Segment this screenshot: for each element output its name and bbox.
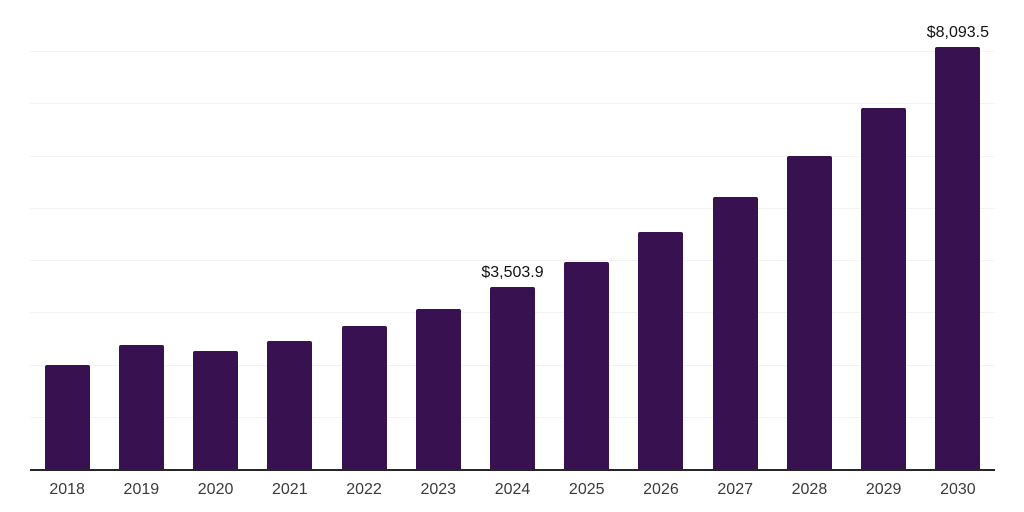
x-tick-label-2026: 2026 [643,481,679,498]
x-axis-tick-labels: 2018 2019 2020 2021 2022 2023 2024 2025 2026 2027… [30,480,995,512]
bar-2030 [935,47,981,470]
x-tick-label-2029: 2029 [865,481,902,498]
plot-area: $3,503.9 $8,093.5 2018 2019 2020 2021 2022 202… [30,0,995,498]
gridline-7000 [30,103,995,105]
bar-2024 [490,287,535,470]
x-tick-label-2028: 2028 [791,481,828,498]
bars-layer: $3,503.9 $8,093.5 [30,0,995,470]
x-tick-label-2024: 2024 [494,481,531,498]
x-tick-label-2021: 2021 [272,481,308,498]
x-tick-label-2019: 2019 [123,481,160,498]
bar-2026 [638,232,684,470]
gridline-6000 [30,155,995,157]
x-tick-label-2020: 2020 [197,481,234,498]
bar-2029 [861,107,907,470]
gridline-8000 [30,51,995,53]
bar-2022 [341,325,387,470]
gridline-4000 [30,260,995,262]
bar-2019 [118,345,164,470]
bar-2027 [712,197,758,470]
x-tick-label-2030: 2030 [940,481,976,498]
bar-2018 [44,364,90,470]
bar-2020 [193,350,239,470]
x-tick-label-2027: 2027 [717,481,753,498]
bar-2025 [564,261,610,470]
x-tick-label-2022: 2022 [346,481,382,498]
bar-value-label-2024: $3,503.9 [481,264,544,282]
x-tick-label-2018: 2018 [49,481,85,498]
x-tick-label-2025: 2025 [568,481,605,498]
bar-2021 [267,340,313,470]
gridline-5000 [30,207,995,209]
x-tick-label-2023: 2023 [420,481,457,498]
bar-2023 [415,308,461,470]
bar-value-label-2030: $8,093.5 [926,24,990,42]
bar-2028 [786,156,832,470]
x-axis-line [30,469,995,471]
